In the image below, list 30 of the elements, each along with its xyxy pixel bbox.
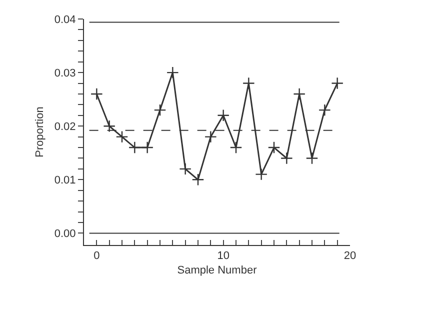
point xyxy=(331,77,344,90)
point xyxy=(116,130,128,144)
point xyxy=(230,141,242,154)
point xyxy=(255,168,268,181)
point xyxy=(204,130,217,144)
y-tick-label: 0.02 xyxy=(54,120,76,133)
y-tick-label: 0.01 xyxy=(54,174,76,187)
x-tick-label: 20 xyxy=(344,250,356,262)
y-tick-label: 0.00 xyxy=(54,228,76,240)
y-axis-title: Proportion xyxy=(34,106,46,158)
y-tick-label: 0.04 xyxy=(54,14,76,26)
point xyxy=(103,120,116,132)
point xyxy=(306,152,318,164)
point xyxy=(242,77,255,90)
point xyxy=(318,104,331,116)
point xyxy=(128,141,141,154)
point xyxy=(166,66,179,79)
point xyxy=(179,162,192,176)
point xyxy=(293,88,306,100)
point xyxy=(280,152,293,164)
point xyxy=(192,173,204,186)
x-axis-title: Sample Number xyxy=(177,264,258,276)
point xyxy=(90,88,103,100)
x-tick-label: 10 xyxy=(217,250,230,262)
point xyxy=(268,141,280,154)
point xyxy=(154,104,166,116)
y-tick-label: 0.03 xyxy=(54,67,76,80)
x-tick-label: 0 xyxy=(94,250,100,262)
point xyxy=(141,141,154,154)
point xyxy=(217,109,230,122)
